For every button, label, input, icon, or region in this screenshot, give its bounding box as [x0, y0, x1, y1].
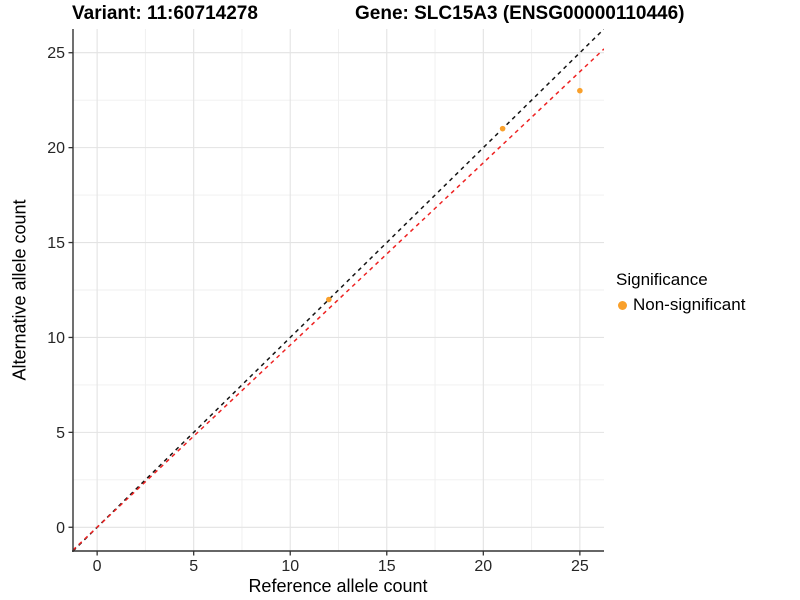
- tick-marks: [68, 52, 581, 556]
- legend: Significance Non-significant: [616, 270, 745, 315]
- y-tick-label: 0: [56, 520, 65, 537]
- x-axis-title: Reference allele count: [248, 576, 428, 596]
- grid-major: [73, 29, 604, 551]
- legend-point-icon: [618, 300, 627, 310]
- data-point: [326, 296, 332, 303]
- expected-ratio-line: [73, 48, 604, 551]
- data-points: [326, 87, 583, 303]
- reference-lines: [73, 29, 604, 551]
- tick-labels: 0 5 10 15 20 25 0 5 10 15 20 25: [47, 45, 589, 575]
- x-tick-label: 5: [189, 558, 198, 575]
- x-tick-label: 0: [93, 558, 102, 575]
- x-tick-label: 15: [378, 558, 396, 575]
- x-tick-label: 25: [571, 558, 589, 575]
- y-tick-label: 15: [47, 235, 65, 252]
- plot-title-gene: Gene: SLC15A3 (ENSG00000110446): [355, 3, 685, 24]
- axis-lines: [72, 29, 604, 552]
- y-tick-label: 10: [47, 330, 65, 347]
- data-point: [577, 87, 583, 94]
- x-tick-label: 10: [281, 558, 299, 575]
- legend-item-label: Non-significant: [633, 295, 746, 314]
- y-tick-label: 20: [47, 140, 65, 157]
- grid-minor: [73, 29, 604, 551]
- x-tick-label: 20: [474, 558, 492, 575]
- data-point: [499, 125, 506, 132]
- legend-item-non-significant: Non-significant: [616, 295, 745, 315]
- legend-title: Significance: [616, 270, 708, 289]
- y-tick-label: 25: [47, 45, 65, 62]
- y-axis-title: Alternative allele count: [9, 199, 30, 381]
- plot-title-variant: Variant: 11:60714278: [72, 3, 258, 24]
- y-tick-label: 5: [56, 425, 65, 442]
